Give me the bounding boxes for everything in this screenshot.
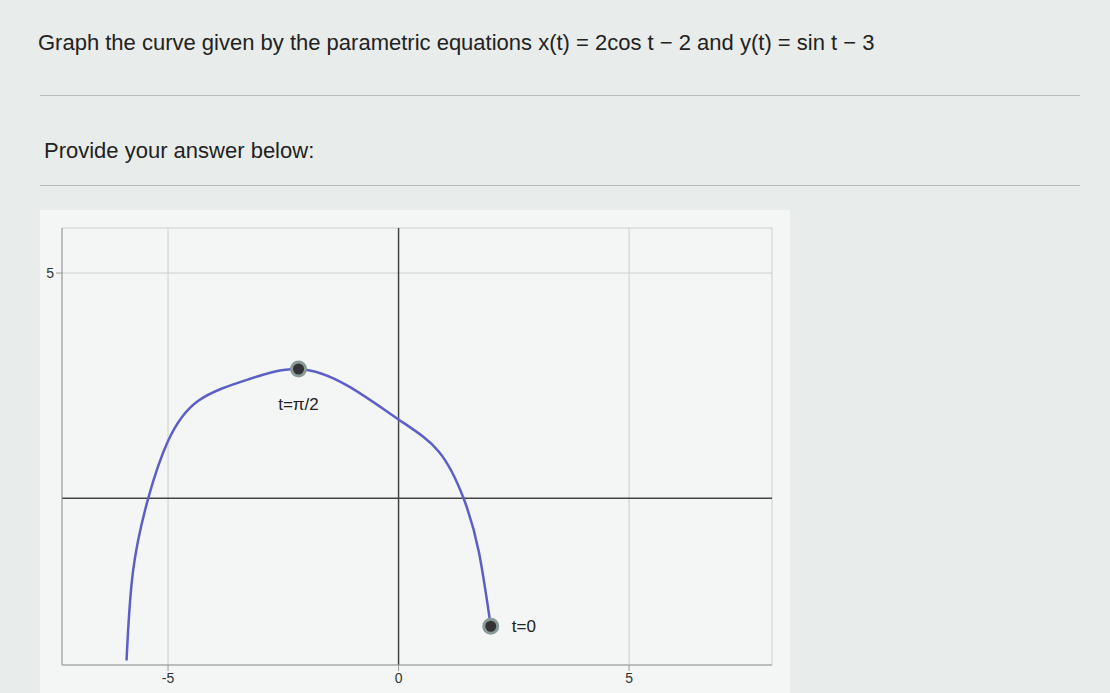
svg-text:t=0: t=0 xyxy=(512,617,536,636)
svg-text:0: 0 xyxy=(395,670,403,686)
svg-text:-5: -5 xyxy=(162,670,175,686)
svg-text:5: 5 xyxy=(46,265,54,281)
svg-text:t=π/2: t=π/2 xyxy=(278,395,319,414)
svg-text:5: 5 xyxy=(625,670,633,686)
html-text:Provide your answer below:: Provide your answer below: xyxy=(44,138,315,163)
html-text:Graph the curve given by the p: Graph the curve given by the parametric … xyxy=(38,30,875,55)
